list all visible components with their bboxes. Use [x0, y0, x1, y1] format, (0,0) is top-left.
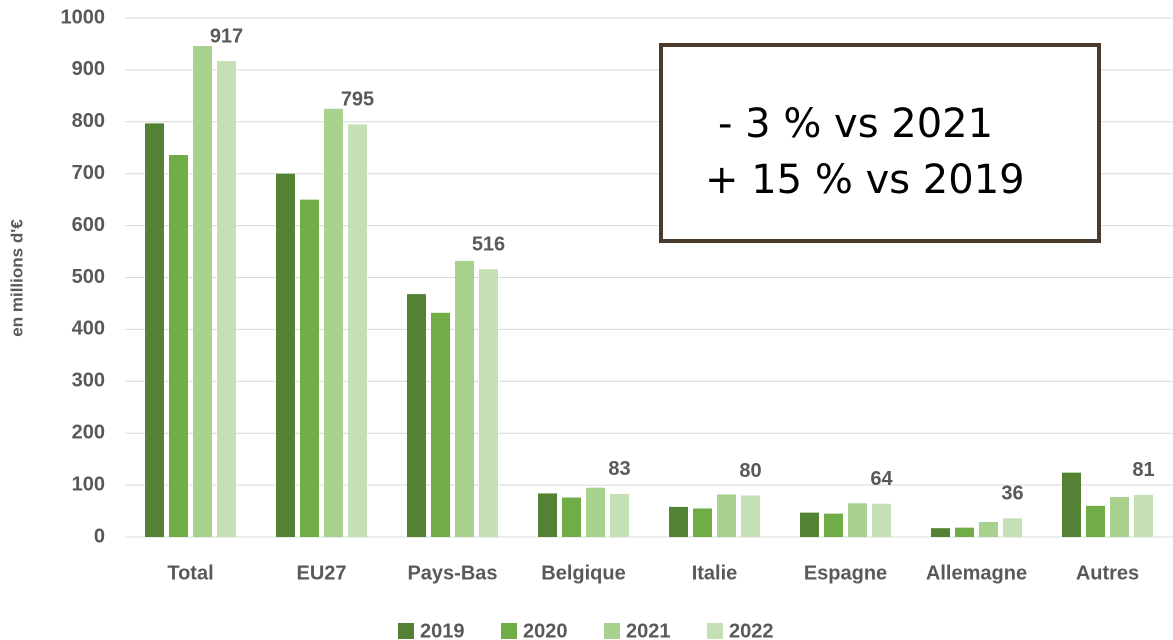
- y-tick-label: 400: [72, 318, 105, 340]
- legend-label: 2021: [626, 620, 671, 640]
- data-label: 917: [210, 25, 243, 47]
- x-tick-label: Pays-Bas: [407, 562, 497, 584]
- legend-label: 2020: [523, 620, 568, 640]
- bar: [324, 108, 343, 537]
- bar: [848, 503, 867, 537]
- x-tick-label: Total: [167, 562, 213, 584]
- bar: [276, 173, 295, 537]
- x-tick-label: Allemagne: [926, 562, 1027, 584]
- data-label: 64: [870, 468, 893, 490]
- bar: [455, 260, 474, 537]
- y-tick-label: 300: [72, 370, 105, 392]
- legend-swatch: [398, 623, 414, 639]
- bar: [479, 269, 498, 537]
- bar: [193, 46, 212, 537]
- x-tick-label: Italie: [692, 562, 738, 584]
- y-tick-label: 800: [72, 110, 105, 132]
- bar: [1086, 505, 1105, 537]
- y-tick-label: 200: [72, 421, 105, 443]
- data-label: 80: [739, 460, 761, 482]
- bar: [955, 527, 974, 537]
- x-tick-label: Autres: [1076, 562, 1139, 584]
- y-axis-label: en millions d'€: [7, 219, 26, 337]
- x-tick-label: EU27: [296, 562, 346, 584]
- bar: [538, 493, 557, 537]
- bar: [824, 513, 843, 537]
- bar: [1134, 494, 1153, 537]
- legend-swatch: [604, 623, 620, 639]
- data-label: 83: [608, 458, 630, 480]
- y-tick-label: 1000: [61, 6, 106, 28]
- bar: [669, 506, 688, 537]
- bar: [610, 493, 629, 537]
- legend-label: 2022: [729, 620, 774, 640]
- y-tick-label: 600: [72, 214, 105, 236]
- bar: [300, 199, 319, 537]
- y-tick-label: 0: [94, 525, 105, 547]
- y-tick-label: 100: [72, 473, 105, 495]
- data-label: 795: [341, 89, 374, 111]
- y-tick-label: 500: [72, 266, 105, 288]
- annotation-text: + 15 % vs 2019: [705, 157, 1025, 203]
- bar: [145, 123, 164, 538]
- annotation-box: [659, 43, 1101, 243]
- bar: [348, 124, 367, 538]
- bar: [431, 312, 450, 537]
- y-tick-label: 700: [72, 162, 105, 184]
- bar: [407, 294, 426, 537]
- bar: [1003, 518, 1022, 537]
- data-label: 36: [1001, 483, 1023, 505]
- bar: [800, 512, 819, 537]
- data-label: 81: [1132, 459, 1154, 481]
- annotation-text: - 3 % vs 2021: [718, 101, 993, 147]
- y-tick-label: 900: [72, 58, 105, 80]
- legend-swatch: [501, 623, 517, 639]
- bar: [693, 508, 712, 537]
- plot-area: 0 100 200 300 400 500 600 700 800 900 1000 Total 917…: [61, 6, 1173, 640]
- bar: [741, 495, 760, 537]
- bar: [1062, 472, 1081, 537]
- bar: [979, 521, 998, 537]
- bar: [562, 497, 581, 537]
- bar: [931, 528, 950, 537]
- legend-swatch: [707, 623, 723, 639]
- bar: [717, 494, 736, 537]
- bar: [872, 503, 891, 537]
- data-label: 516: [472, 233, 505, 255]
- bar: [586, 487, 605, 537]
- bar: [169, 155, 188, 538]
- bar: [1110, 497, 1129, 537]
- x-tick-label: Espagne: [804, 562, 887, 584]
- legend-label: 2019: [420, 620, 465, 640]
- bar: [217, 61, 236, 538]
- x-tick-label: Belgique: [541, 562, 625, 584]
